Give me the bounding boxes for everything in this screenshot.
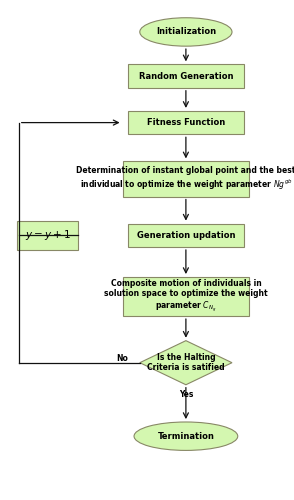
Text: Composite motion of individuals in
solution space to optimize the weight
paramet: Composite motion of individuals in solut… (104, 278, 268, 314)
FancyBboxPatch shape (123, 277, 249, 316)
Text: Random Generation: Random Generation (139, 72, 233, 80)
Text: Is the Halting
Criteria is satified: Is the Halting Criteria is satified (147, 353, 225, 372)
Text: Determination of instant global point and the best
individual to optimize the we: Determination of instant global point an… (76, 166, 294, 192)
FancyBboxPatch shape (128, 111, 243, 134)
Text: $y = y + 1$: $y = y + 1$ (25, 228, 71, 242)
FancyBboxPatch shape (128, 64, 243, 88)
Text: Initialization: Initialization (156, 28, 216, 36)
FancyBboxPatch shape (17, 221, 78, 250)
Text: Yes: Yes (179, 390, 193, 398)
FancyBboxPatch shape (123, 162, 249, 196)
FancyBboxPatch shape (128, 224, 243, 247)
Text: No: No (116, 354, 128, 364)
Ellipse shape (140, 18, 232, 46)
Ellipse shape (134, 422, 238, 450)
Text: Fitness Function: Fitness Function (147, 118, 225, 127)
Text: Generation updation: Generation updation (137, 231, 235, 240)
Polygon shape (140, 340, 232, 385)
Text: Termination: Termination (158, 432, 214, 440)
